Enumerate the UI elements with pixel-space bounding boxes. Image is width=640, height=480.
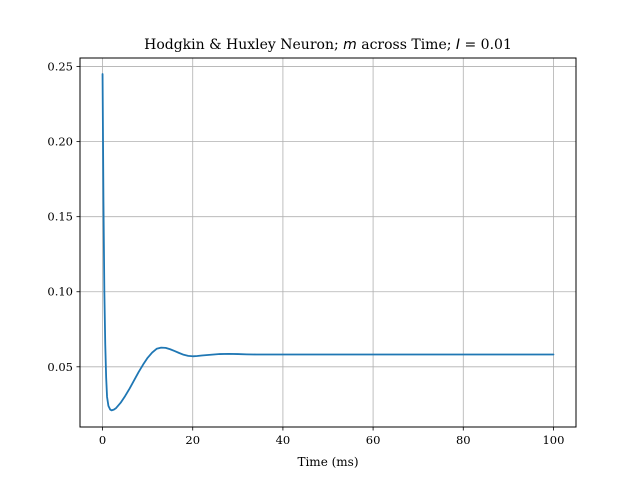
chart-title-var-i: I	[456, 37, 460, 53]
chart-title: Hodgkin & Huxley Neuron; m across Time; …	[144, 37, 512, 53]
chart-title-middle: across Time;	[357, 37, 456, 53]
axes-frame	[79, 57, 577, 428]
series-line-m	[101, 73, 555, 412]
x-tick-label: 0	[99, 433, 106, 447]
y-tick-label: 0.10	[47, 285, 73, 299]
y-tick-label: 0.20	[47, 135, 73, 149]
y-tick-label: 0.05	[47, 360, 73, 374]
x-tick-label: 40	[276, 433, 291, 447]
y-tick-label: 0.15	[47, 210, 73, 224]
axis-ticks: 0 20 40 60 80 100 0.05 0.10 0.15 0.20 0.25	[47, 60, 564, 447]
chart-title-prefix: Hodgkin & Huxley Neuron;	[144, 37, 343, 53]
x-tick-label: 60	[366, 433, 381, 447]
x-tick-label: 20	[185, 433, 200, 447]
x-tick-label: 100	[542, 433, 564, 447]
x-tick-label: 80	[456, 433, 471, 447]
chart-title-suffix: = 0.01	[460, 37, 512, 53]
grid-lines	[80, 58, 576, 427]
chart-title-var-m: m	[343, 37, 357, 53]
y-tick-label: 0.25	[47, 60, 73, 74]
plot-series	[101, 73, 555, 412]
x-axis-label: Time (ms)	[297, 455, 358, 469]
